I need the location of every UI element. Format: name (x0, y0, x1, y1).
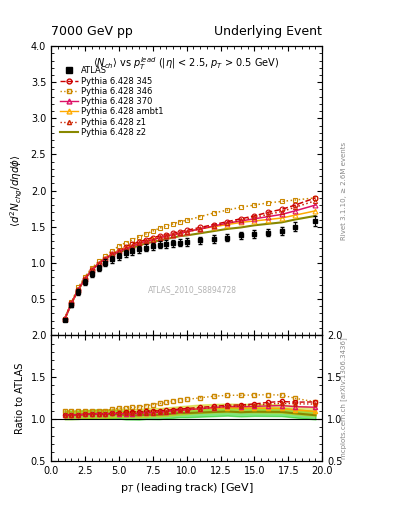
Y-axis label: Ratio to ATLAS: Ratio to ATLAS (15, 362, 25, 434)
X-axis label: p$_{T}$ (leading track) [GeV]: p$_{T}$ (leading track) [GeV] (120, 481, 253, 495)
Text: $\langle N_{ch}\rangle$ vs $p_T^{lead}$ ($|\eta|$ < 2.5, $p_T$ > 0.5 GeV): $\langle N_{ch}\rangle$ vs $p_T^{lead}$ … (94, 55, 280, 72)
Y-axis label: $\langle d^2 N_{chg}/d\eta d\phi\rangle$: $\langle d^2 N_{chg}/d\eta d\phi\rangle$ (9, 154, 25, 227)
Text: Rivet 3.1.10, ≥ 2.6M events: Rivet 3.1.10, ≥ 2.6M events (341, 141, 347, 240)
Text: Underlying Event: Underlying Event (215, 26, 322, 38)
Text: 7000 GeV pp: 7000 GeV pp (51, 26, 133, 38)
Legend: ATLAS, Pythia 6.428 345, Pythia 6.428 346, Pythia 6.428 370, Pythia 6.428 ambt1,: ATLAS, Pythia 6.428 345, Pythia 6.428 34… (58, 65, 165, 139)
Text: mcplots.cern.ch [arXiv:1306.3436]: mcplots.cern.ch [arXiv:1306.3436] (341, 337, 347, 459)
Text: ATLAS_2010_S8894728: ATLAS_2010_S8894728 (148, 285, 237, 294)
